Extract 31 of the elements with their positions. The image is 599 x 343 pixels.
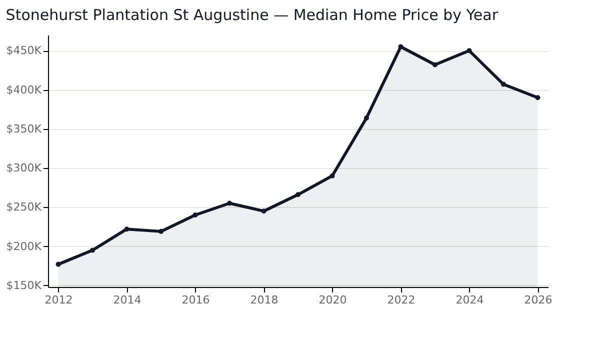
point (227, 200, 232, 206)
point (296, 192, 300, 198)
point (158, 228, 164, 234)
point (500, 82, 506, 87)
point (364, 115, 369, 120)
point (56, 262, 61, 267)
y-tick-label: $450K (6, 44, 42, 58)
x-tick-label: 2024 (456, 294, 484, 306)
x-tick-label: 2016 (182, 294, 210, 306)
x-tick-label: 2022 (387, 294, 416, 306)
x-tick-label: 2012 (44, 294, 73, 306)
y-tick-label: $150K (6, 278, 42, 292)
y-tick-label: $200K (6, 240, 42, 253)
point (535, 95, 540, 100)
point (398, 44, 404, 50)
point (330, 173, 335, 178)
y-tick-label: $300K (6, 162, 42, 175)
y-tick-label: $400K (6, 83, 42, 96)
chart-title: Stonehurst Plantation St Augustine — Median Home Price by Year (6, 6, 499, 24)
point (261, 208, 266, 214)
point (192, 212, 198, 218)
x-tick-label: 2014 (113, 294, 142, 306)
y-tick-label: $350K (6, 122, 42, 136)
point (432, 62, 438, 68)
x-tick-label: 2018 (250, 294, 278, 306)
point (90, 248, 96, 253)
x-tick-label: 2020 (318, 294, 347, 306)
x-tick-label: 2026 (524, 294, 552, 306)
point (124, 226, 130, 232)
y-tick-label: $250K (6, 200, 42, 214)
point (466, 48, 472, 54)
